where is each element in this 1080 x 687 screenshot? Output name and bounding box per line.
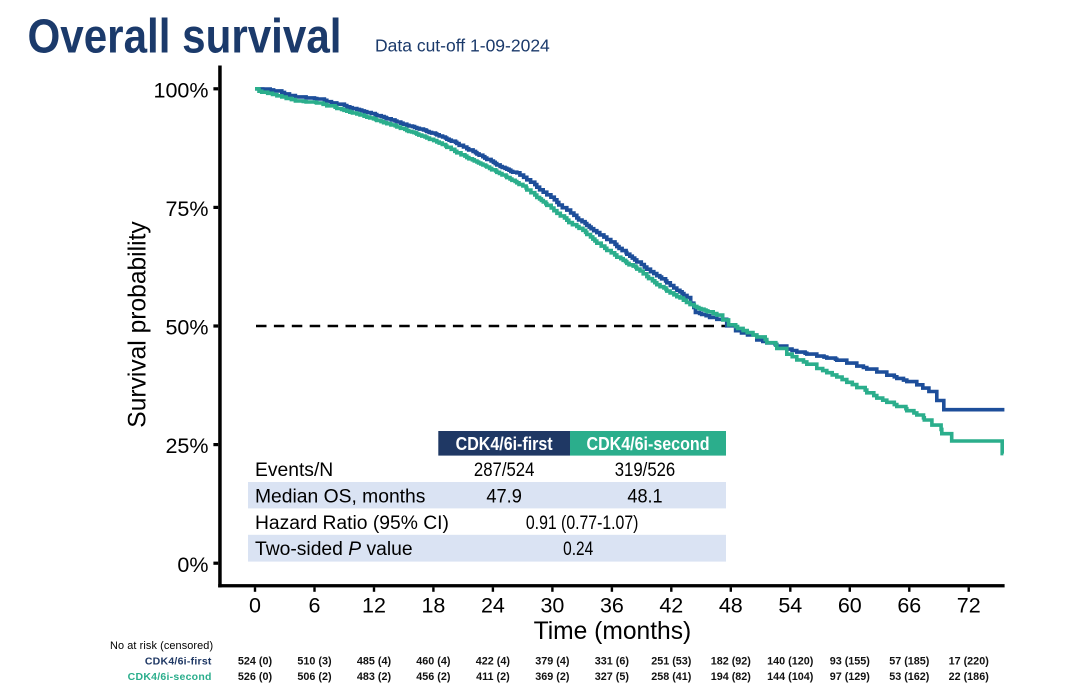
- svg-text:510 (3): 510 (3): [297, 656, 332, 668]
- svg-text:42: 42: [659, 593, 683, 617]
- svg-text:No at risk (censored): No at risk (censored): [110, 640, 213, 652]
- svg-text:50%: 50%: [165, 316, 208, 340]
- svg-text:Data cut-off 1-09-2024: Data cut-off 1-09-2024: [375, 36, 550, 56]
- svg-text:6: 6: [309, 593, 321, 617]
- svg-text:194 (82): 194 (82): [711, 671, 752, 683]
- svg-text:327 (5): 327 (5): [595, 671, 630, 683]
- svg-text:506 (2): 506 (2): [297, 671, 332, 683]
- svg-text:72: 72: [957, 593, 981, 617]
- svg-text:182 (92): 182 (92): [711, 656, 752, 668]
- svg-text:483 (2): 483 (2): [357, 671, 392, 683]
- svg-text:57 (185): 57 (185): [889, 656, 930, 668]
- svg-text:25%: 25%: [165, 434, 208, 458]
- svg-text:331 (6): 331 (6): [595, 656, 630, 668]
- svg-text:379 (4): 379 (4): [535, 656, 570, 668]
- svg-text:0.91 (0.77-1.07): 0.91 (0.77-1.07): [526, 513, 639, 534]
- svg-text:0%: 0%: [177, 553, 208, 577]
- svg-text:CDK4/6i-second: CDK4/6i-second: [587, 433, 710, 454]
- svg-text:319/526: 319/526: [615, 460, 676, 481]
- svg-text:Hazard Ratio (95% CI): Hazard Ratio (95% CI): [255, 513, 449, 534]
- svg-text:524 (0): 524 (0): [238, 656, 273, 668]
- svg-text:369 (2): 369 (2): [535, 671, 570, 683]
- svg-text:251 (53): 251 (53): [651, 656, 692, 668]
- svg-text:Time (months): Time (months): [534, 618, 692, 645]
- svg-text:24: 24: [481, 593, 505, 617]
- svg-text:97 (129): 97 (129): [830, 671, 871, 683]
- svg-text:Median OS, months: Median OS, months: [255, 486, 425, 507]
- svg-text:422 (4): 422 (4): [476, 656, 511, 668]
- svg-text:Survival probability: Survival probability: [125, 221, 152, 428]
- svg-text:54: 54: [778, 593, 802, 617]
- svg-text:18: 18: [421, 593, 445, 617]
- svg-text:53 (162): 53 (162): [889, 671, 930, 683]
- svg-text:526 (0): 526 (0): [238, 671, 273, 683]
- svg-text:47.9: 47.9: [486, 486, 522, 507]
- svg-text:0: 0: [249, 593, 261, 617]
- svg-text:CDK4/6i-first: CDK4/6i-first: [145, 656, 212, 668]
- svg-text:22 (186): 22 (186): [949, 671, 990, 683]
- svg-text:411 (2): 411 (2): [476, 671, 510, 683]
- svg-text:0.24: 0.24: [563, 539, 593, 560]
- svg-text:17 (220): 17 (220): [949, 656, 990, 668]
- svg-text:12: 12: [362, 593, 386, 617]
- svg-text:93 (155): 93 (155): [830, 656, 871, 668]
- svg-text:258 (41): 258 (41): [651, 671, 692, 683]
- svg-text:CDK4/6i-first: CDK4/6i-first: [456, 433, 553, 454]
- svg-text:30: 30: [540, 593, 564, 617]
- svg-text:485 (4): 485 (4): [357, 656, 392, 668]
- svg-text:75%: 75%: [165, 197, 208, 221]
- svg-text:60: 60: [838, 593, 862, 617]
- svg-text:100%: 100%: [154, 78, 209, 102]
- svg-text:456 (2): 456 (2): [416, 671, 451, 683]
- svg-text:Two-sided P value: Two-sided P value: [255, 539, 413, 560]
- svg-text:287/524: 287/524: [474, 460, 535, 481]
- svg-text:460 (4): 460 (4): [416, 656, 451, 668]
- svg-text:144 (104): 144 (104): [767, 671, 814, 683]
- svg-text:36: 36: [600, 593, 624, 617]
- svg-text:48.1: 48.1: [627, 486, 662, 507]
- svg-text:140 (120): 140 (120): [767, 656, 814, 668]
- svg-text:Events/N: Events/N: [255, 460, 333, 481]
- svg-text:48: 48: [719, 593, 743, 617]
- svg-text:Overall survival: Overall survival: [28, 10, 342, 64]
- svg-text:CDK4/6i-second: CDK4/6i-second: [128, 671, 212, 683]
- svg-text:66: 66: [897, 593, 921, 617]
